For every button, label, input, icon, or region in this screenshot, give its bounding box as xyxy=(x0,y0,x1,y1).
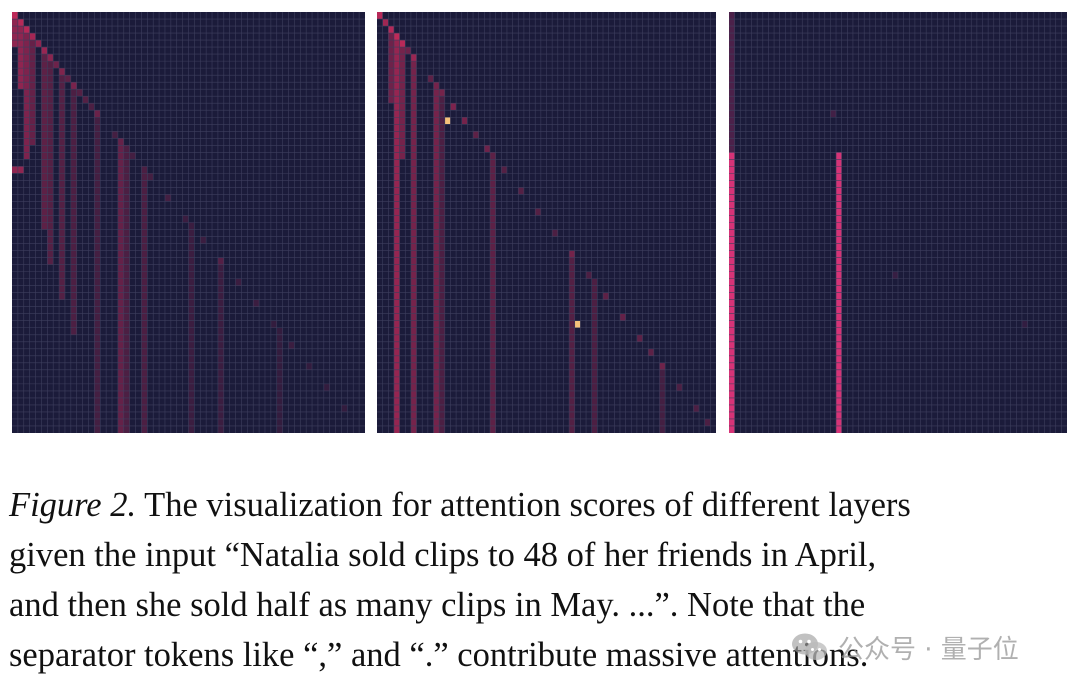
attention-cell xyxy=(217,257,224,265)
attention-column-streak xyxy=(388,26,394,104)
attention-column-streak xyxy=(59,68,65,300)
attention-heatmap-layer-3 xyxy=(729,12,1067,433)
attention-cell xyxy=(484,145,490,153)
attention-cell xyxy=(636,334,643,342)
attention-column-streak xyxy=(12,12,18,48)
attention-cell xyxy=(341,404,348,412)
attention-cell xyxy=(29,33,36,41)
attention-cell xyxy=(399,40,406,48)
attention-cell xyxy=(112,131,118,139)
attention-cell xyxy=(393,33,400,41)
caption-line-2: given the input “Natalia sold clips to 4… xyxy=(9,536,877,574)
attention-cell xyxy=(235,278,242,286)
caption-line-1: Figure 2. The visualization for attentio… xyxy=(9,480,1075,530)
attention-cell xyxy=(88,103,95,111)
attention-cell xyxy=(439,89,445,97)
attention-cell xyxy=(377,12,383,20)
attention-cell xyxy=(382,19,389,27)
attention-column-streak xyxy=(123,145,130,433)
attention-cell xyxy=(147,173,154,181)
attention-heatmap-layer-2 xyxy=(377,12,716,433)
attention-cell xyxy=(306,362,313,370)
attention-cell xyxy=(23,26,30,34)
attention-cell xyxy=(82,96,89,104)
attention-cell xyxy=(461,117,468,125)
attention-cell xyxy=(35,40,42,48)
attention-cell xyxy=(518,187,524,195)
attention-cell xyxy=(12,12,18,20)
attention-cell xyxy=(94,110,101,118)
attention-cell xyxy=(164,194,171,202)
attention-cell xyxy=(59,68,65,76)
attention-cell xyxy=(569,250,575,258)
attention-cell xyxy=(450,103,457,111)
hm1-svg xyxy=(12,12,365,433)
attention-cell-hot xyxy=(444,117,451,125)
attention-cell xyxy=(704,418,711,426)
attention-cell-faint xyxy=(892,271,898,279)
attention-column-streak xyxy=(276,327,283,433)
caption-line-3: and then she sold half as many clips in … xyxy=(9,586,866,624)
attention-cell-faint xyxy=(830,110,837,118)
attention-column-streak xyxy=(439,89,445,433)
attention-cell xyxy=(586,271,592,279)
attention-cell xyxy=(288,341,295,349)
attention-cell xyxy=(427,75,434,83)
attention-cell xyxy=(405,47,411,55)
hm2-svg xyxy=(377,12,716,433)
attention-cell xyxy=(603,292,609,300)
attention-cell xyxy=(473,131,479,139)
attention-cell xyxy=(535,208,541,216)
figure-label: Figure 2. xyxy=(9,486,137,524)
attention-cell xyxy=(552,229,558,237)
figure-caption: Figure 2. The visualization for attentio… xyxy=(9,480,1075,680)
attention-cell-faint xyxy=(1021,320,1028,328)
attention-cell xyxy=(129,152,136,160)
attention-cell xyxy=(17,19,24,27)
attention-cell xyxy=(410,54,417,62)
attention-cell xyxy=(619,313,626,321)
attention-cell xyxy=(270,320,277,328)
attention-column-streak xyxy=(393,33,400,433)
caption-line-1-text: The visualization for attention scores o… xyxy=(136,486,911,524)
attention-column-streak xyxy=(399,40,406,160)
attention-cell xyxy=(253,299,260,307)
attention-column-streak xyxy=(23,26,30,160)
caption-line-4: separator tokens like “,” and “.” contri… xyxy=(9,636,869,674)
attention-cell xyxy=(323,383,330,391)
attention-cell xyxy=(693,404,700,412)
attention-cell xyxy=(388,26,394,34)
attention-cell-hot xyxy=(574,320,581,328)
attention-cell xyxy=(200,236,207,244)
attention-cell xyxy=(648,348,654,356)
attention-cell xyxy=(47,54,54,62)
attention-cell xyxy=(64,75,71,83)
attention-cell xyxy=(676,383,683,391)
attention-heatmap-layer-1 xyxy=(12,12,365,433)
attention-column-streak xyxy=(217,257,224,433)
attention-cell xyxy=(41,47,48,55)
attention-cell xyxy=(76,89,83,97)
hm3-svg xyxy=(729,12,1067,433)
attention-cell xyxy=(70,82,77,90)
attention-cell xyxy=(501,166,507,174)
attention-cell xyxy=(659,362,666,370)
attention-cell xyxy=(53,61,60,69)
attention-cell xyxy=(182,215,189,223)
